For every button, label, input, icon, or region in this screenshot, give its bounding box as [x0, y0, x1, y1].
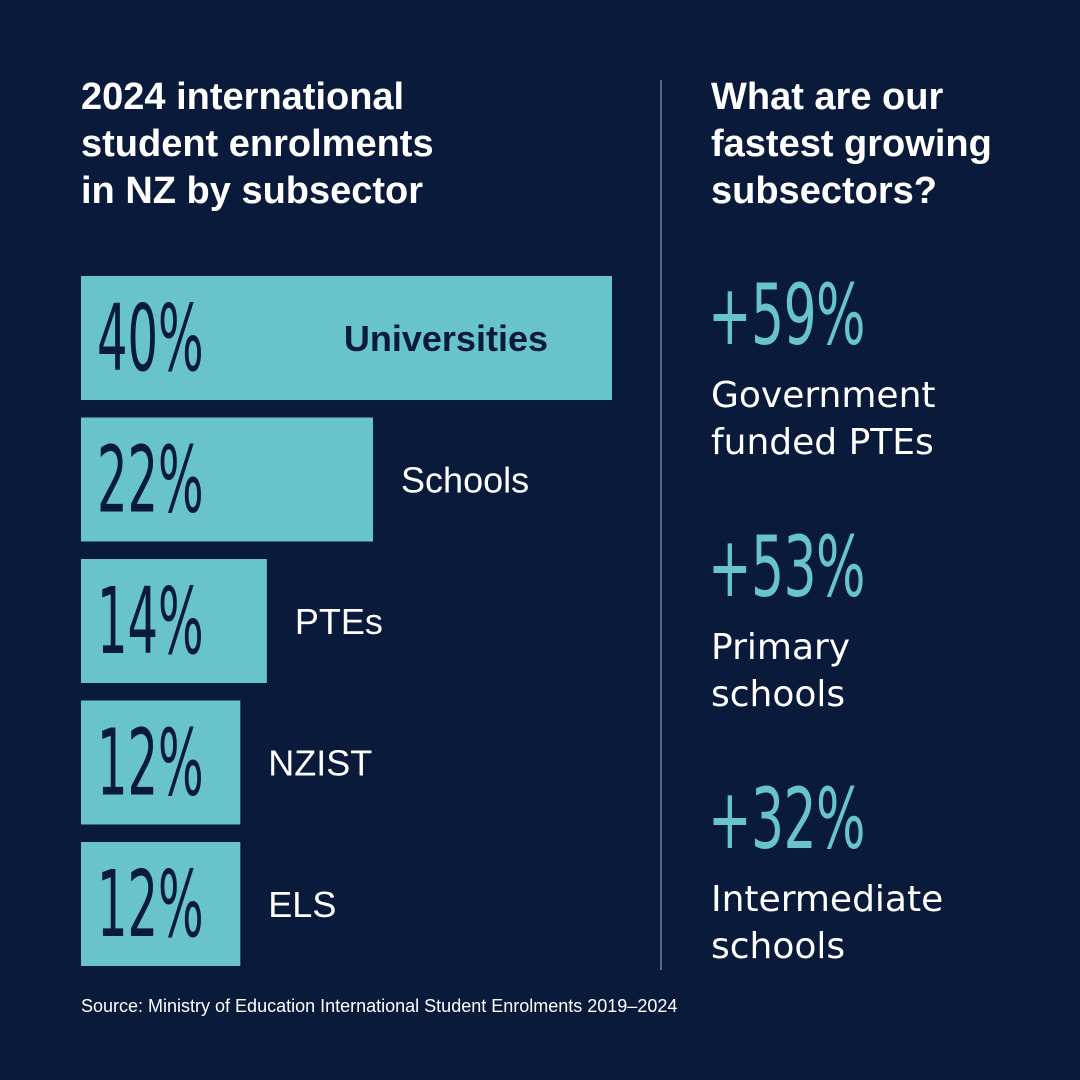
bar-value-label: 40% [97, 284, 204, 392]
bar-ptes [81, 559, 267, 683]
bar-value-label: 12% [97, 850, 204, 958]
chart-title: 2024 international student enrolments in… [81, 76, 434, 212]
growth-value-3: +32% [708, 770, 866, 868]
bar-value-label: 14% [97, 567, 204, 675]
bar-category-label: PTEs [295, 601, 383, 642]
bar-category-label: Universities [344, 318, 548, 359]
growth-label-1: Government funded PTEs [711, 375, 936, 463]
bar-value-label: 22% [97, 426, 204, 534]
bar-value-label: 12% [97, 709, 204, 817]
enrolment-bar-chart: 40% Universities 22% Schools 14% PTEs 12% NZIST… [81, 276, 612, 966]
bar-category-label: NZIST [268, 743, 372, 784]
bar-universities [81, 276, 612, 400]
bar-els [81, 842, 241, 966]
growth-item-3: +32% Intermediate schools [708, 776, 1068, 970]
growth-label-3: Intermediate schools [711, 879, 944, 967]
bar-category-label: Schools [401, 460, 529, 501]
growth-value-1: +59% [708, 266, 866, 364]
bar-schools [81, 417, 374, 542]
growth-value-2: +53% [708, 518, 866, 616]
growth-title: What are our fastest growing subsectors? [711, 76, 992, 212]
source-note: Source: Ministry of Education Internatio… [81, 996, 678, 1016]
bar-category-label: ELS [268, 884, 336, 925]
growth-item-1: +59% Government funded PTEs [708, 272, 1068, 466]
column-divider [660, 80, 662, 970]
growth-item-2: +53% Primary schools [708, 524, 1068, 718]
growth-label-2: Primary schools [711, 627, 851, 715]
bar-nzist [81, 700, 241, 825]
